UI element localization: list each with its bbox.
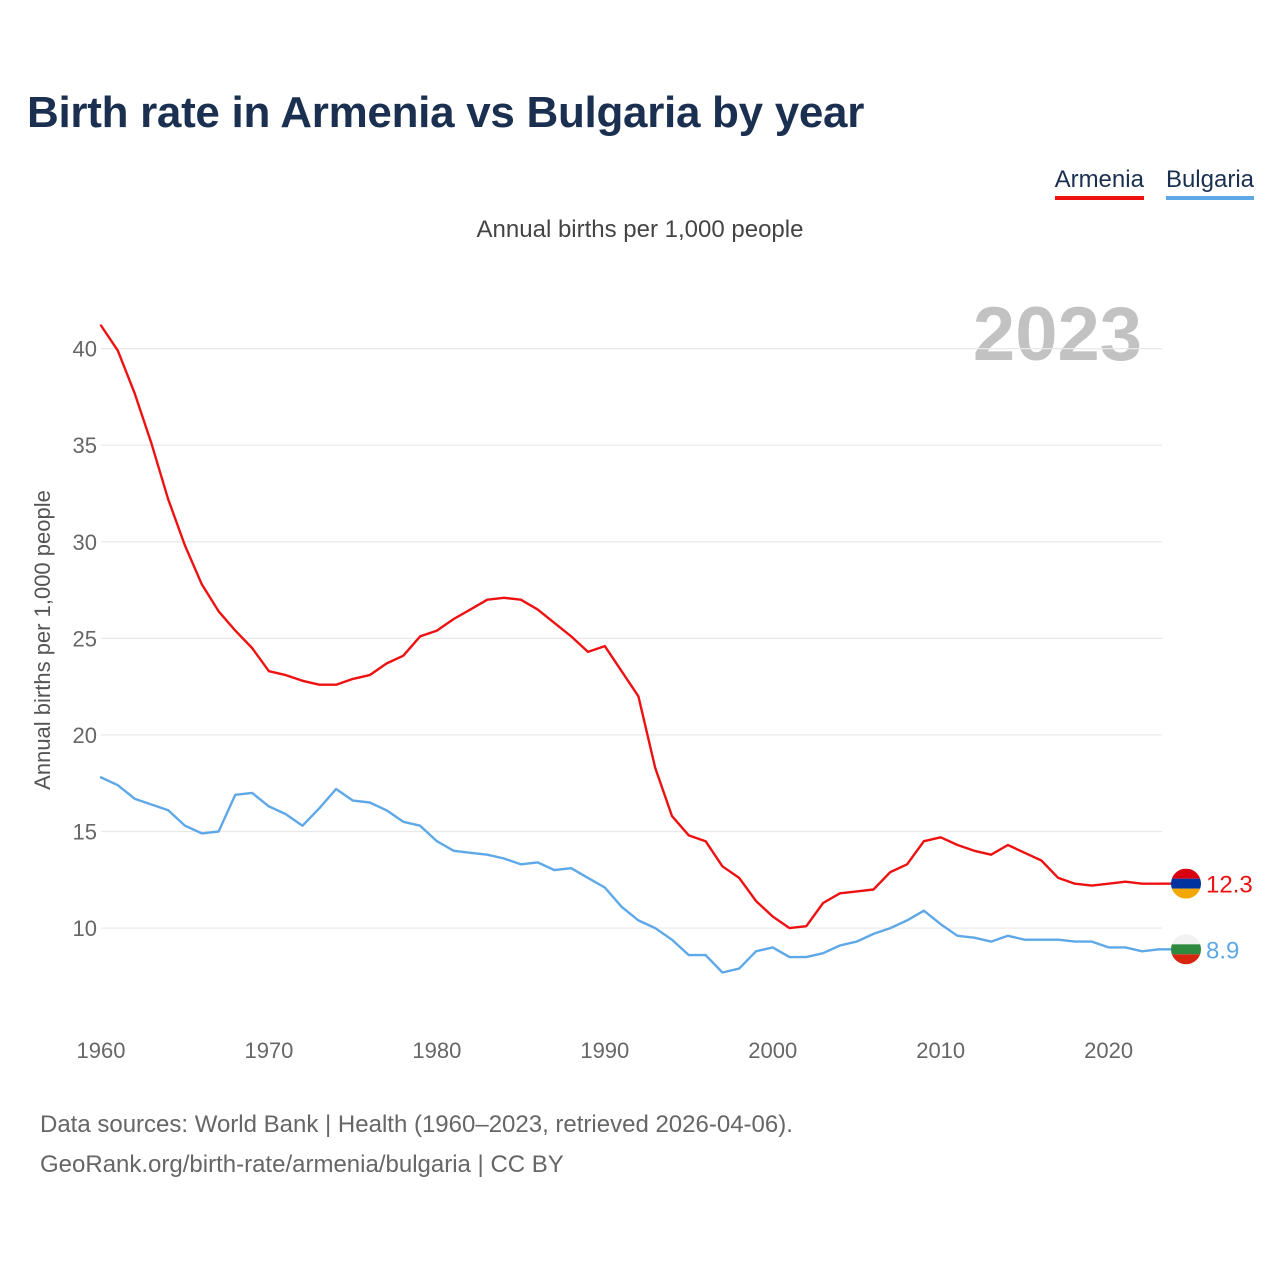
y-tick-label: 35 [73, 433, 97, 458]
x-tick-label: 1970 [244, 1038, 293, 1063]
series-lines [99, 324, 1161, 974]
legend: Armenia Bulgaria [1054, 166, 1254, 200]
y-tick-label: 30 [73, 530, 97, 555]
footer-source: Data sources: World Bank | Health (1960–… [40, 1111, 793, 1138]
series-line-bulgaria[interactable] [99, 776, 1161, 974]
y-tick-label: 25 [73, 626, 97, 651]
y-tick-label: 40 [73, 337, 97, 362]
x-tick-label: 2020 [1084, 1038, 1133, 1063]
y-axis-ticks: 10 15 20 25 30 35 40 [73, 337, 97, 941]
x-axis-ticks: 1960 1970 1980 1990 2000 2010 2020 [77, 1038, 1134, 1063]
x-tick-label: 1960 [77, 1038, 126, 1063]
end-value-label-armenia: 12.3 [1206, 872, 1253, 899]
x-tick-label: 2000 [748, 1038, 797, 1063]
chart-subtitle: Annual births per 1,000 people [476, 216, 804, 243]
end-markers: 12.3 8.9 [1159, 868, 1253, 965]
y-axis-title: Annual births per 1,000 people [30, 490, 55, 790]
series-line-armenia[interactable] [99, 324, 1161, 930]
y-tick-label: 10 [73, 916, 97, 941]
footer-link[interactable]: GeoRank.org/birth-rate/armenia/bulgaria … [40, 1151, 564, 1178]
grid-lines [101, 348, 1162, 929]
y-tick-label: 15 [73, 820, 97, 845]
y-tick-label: 20 [73, 723, 97, 748]
flag-icon-bulgaria [1171, 934, 1201, 965]
legend-item-armenia[interactable]: Armenia [1054, 166, 1144, 200]
year-label: 2023 [972, 292, 1142, 377]
chart-title: Birth rate in Armenia vs Bulgaria by yea… [27, 88, 865, 137]
x-tick-label: 2010 [916, 1038, 965, 1063]
x-tick-label: 1980 [412, 1038, 461, 1063]
footer: Data sources: World Bank | Health (1960–… [40, 1105, 793, 1185]
end-value-label-bulgaria: 8.9 [1206, 937, 1239, 964]
legend-item-bulgaria[interactable]: Bulgaria [1165, 166, 1254, 200]
flag-icon-armenia [1171, 868, 1201, 899]
x-tick-label: 1990 [580, 1038, 629, 1063]
